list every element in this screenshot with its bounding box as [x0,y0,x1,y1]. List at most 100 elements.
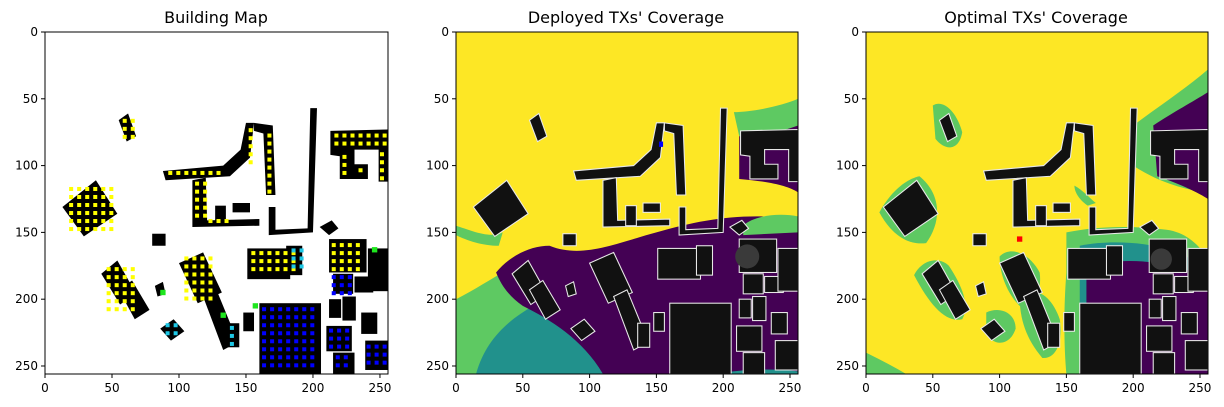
grid-marker [310,315,315,320]
grid-marker [347,267,352,272]
grid-marker [291,264,296,269]
grid-marker [85,186,90,191]
grid-marker [331,243,336,248]
grid-marker [267,267,272,272]
building-map-image [45,32,388,374]
x-tick-label: 200 [302,381,325,395]
grid-marker [339,259,344,264]
x-tick-label: 150 [645,381,668,395]
grid-marker [109,203,114,208]
grid-marker [270,331,275,336]
y-tick-label: 50 [844,92,859,106]
grid-marker [278,307,283,312]
panel-building-map: Building Map 0 50 100 150 200 250 0 50 100 150 20… [15,8,391,395]
grid-marker [200,272,205,277]
grid-marker [184,296,189,301]
grid-marker [130,126,135,131]
grid-marker [342,154,347,159]
grid-marker [366,344,371,349]
panel-title: Deployed TXs' Coverage [528,8,724,27]
grid-marker [382,141,387,146]
grid-marker [278,355,283,360]
y-tick-label: 100 [15,159,38,173]
grid-marker [259,251,264,256]
grid-marker [366,352,371,357]
x-tick-label: 100 [988,381,1011,395]
x-tick-label: 100 [168,381,191,395]
grid-marker [101,219,106,224]
grid-marker [192,264,197,269]
grid-marker [192,288,197,293]
grid-marker [291,248,296,253]
grid-marker [168,170,173,175]
x-tick-label: 200 [1122,381,1145,395]
grid-marker [337,328,342,333]
grid-marker [270,355,275,360]
grid-marker [208,288,213,293]
y-tick-label: 200 [426,292,449,306]
grid-marker [358,141,363,146]
grid-marker [208,264,213,269]
grid-marker [347,251,352,256]
x-tick-label: 250 [779,381,802,395]
grid-marker [114,267,119,272]
grid-marker [109,194,114,199]
grid-marker [374,133,379,138]
y-tick-label: 250 [426,359,449,373]
grid-marker [339,251,344,256]
grid-marker [379,160,384,165]
grid-marker [101,194,106,199]
grid-marker [347,283,352,288]
grid-marker [366,141,371,146]
grid-marker [130,291,135,296]
grid-marker [262,307,267,312]
grid-marker [200,170,205,175]
grid-marker [69,203,74,208]
grid-marker [208,280,213,285]
grid-marker [195,197,200,202]
grid-marker [106,291,111,296]
y-tick-label: 150 [15,225,38,239]
grid-marker [203,205,208,210]
grid-marker [382,133,387,138]
grid-marker [122,118,127,123]
grid-marker [267,133,272,138]
grid-marker [101,211,106,216]
grid-marker [291,251,296,256]
grid-marker [195,181,200,186]
grid-marker [203,189,208,194]
grid-marker [109,227,114,232]
grid-marker [101,186,106,191]
grid-marker [130,283,135,288]
grid-marker [278,331,283,336]
grid-marker [259,267,264,272]
grid-marker [294,331,299,336]
grid-marker [291,259,296,264]
grid-marker [342,133,347,138]
grid-marker [379,168,384,173]
grid-marker [130,134,135,139]
grid-marker [347,291,352,296]
axes-frame [865,31,1209,375]
grid-marker [286,355,291,360]
y-tick-label: 100 [426,159,449,173]
grid-marker [93,186,98,191]
grid-marker [345,328,350,333]
grid-marker [173,331,178,336]
grid-marker [93,194,98,199]
grid-marker [374,352,379,357]
x-tick-label: 50 [925,381,940,395]
grid-marker [200,296,205,301]
grid-marker [379,176,384,181]
grid-marker [366,360,371,365]
grid-marker [267,141,272,146]
grid-marker [343,363,348,368]
grid-marker [339,275,344,280]
axes-frame [44,31,389,375]
grid-marker [334,141,339,146]
grid-marker [278,315,283,320]
grid-marker [208,272,213,277]
grid-marker [106,283,111,288]
grid-marker [310,347,315,352]
